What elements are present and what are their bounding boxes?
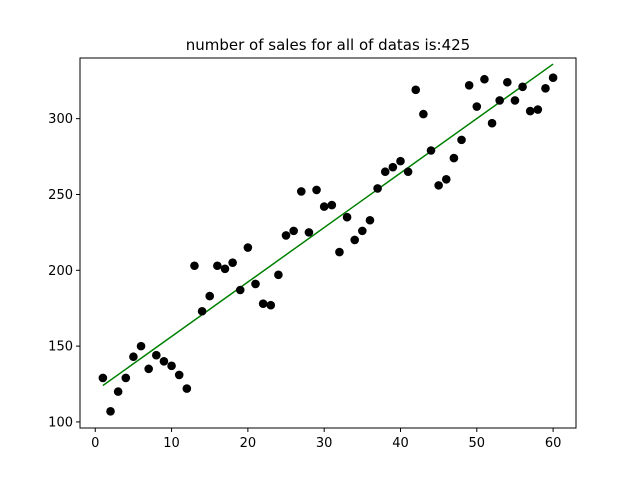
- x-tick-label: 0: [91, 436, 99, 451]
- data-point: [281, 231, 291, 240]
- data-point: [167, 361, 176, 371]
- data-point: [106, 407, 115, 416]
- data-point: [548, 73, 558, 83]
- data-point: [182, 384, 192, 393]
- data-point: [304, 228, 314, 237]
- data-point: [533, 105, 543, 114]
- data-point: [510, 96, 520, 105]
- ticks-layer: 0 10 20 30 40 50 60 100 150 200 250 300: [48, 112, 561, 451]
- data-point: [121, 373, 131, 383]
- data-point: [152, 350, 161, 360]
- data-point: [274, 270, 283, 280]
- data-point: [441, 175, 451, 184]
- data-point: [258, 299, 268, 308]
- data-point: [113, 387, 123, 396]
- data-point: [525, 106, 535, 116]
- data-point: [174, 370, 184, 380]
- x-tick-label: 10: [163, 436, 180, 451]
- data-point: [419, 109, 428, 119]
- data-point: [411, 85, 421, 95]
- y-tick-label: 200: [48, 264, 73, 279]
- data-point: [403, 167, 413, 177]
- data-point: [190, 261, 199, 271]
- x-tick-label: 50: [469, 436, 486, 451]
- data-point: [449, 153, 459, 163]
- x-tick-label: 60: [545, 436, 562, 451]
- data-point: [251, 279, 260, 289]
- data-point: [480, 74, 489, 84]
- data-point: [144, 364, 153, 374]
- data-point: [228, 258, 237, 268]
- data-point: [518, 82, 527, 92]
- data-point: [495, 96, 504, 105]
- data-point: [541, 84, 550, 93]
- data-point: [434, 181, 443, 190]
- data-point: [213, 261, 222, 271]
- data-point: [289, 226, 298, 236]
- data-point: [296, 187, 306, 196]
- y-tick-label: 100: [48, 415, 73, 430]
- data-point: [342, 212, 352, 222]
- data-point: [159, 356, 169, 366]
- data-point: [472, 102, 482, 111]
- data-point: [487, 118, 497, 128]
- x-tick-label: 40: [392, 436, 409, 451]
- data-point: [243, 243, 253, 252]
- x-tick-label: 20: [240, 436, 257, 451]
- data-point: [266, 300, 276, 310]
- data-point: [220, 264, 230, 274]
- data-point: [503, 77, 512, 87]
- x-tick-label: 30: [316, 436, 333, 451]
- data-point: [365, 215, 375, 225]
- y-tick-label: 250: [48, 188, 73, 203]
- data-point: [129, 352, 138, 362]
- data-point: [457, 135, 466, 145]
- data-point: [197, 306, 207, 316]
- y-tick-label: 150: [48, 340, 73, 355]
- plot-area-frame: [79, 57, 577, 429]
- data-point: [373, 184, 382, 193]
- data-point: [312, 185, 321, 195]
- data-point: [319, 202, 329, 211]
- points-layer: [98, 73, 558, 416]
- data-point: [327, 200, 337, 210]
- chart-title: number of sales for all of datas is:425: [186, 36, 470, 54]
- data-point: [205, 291, 215, 301]
- data-point: [235, 285, 245, 295]
- data-point: [396, 156, 405, 166]
- trendline: [102, 63, 554, 387]
- data-point: [335, 247, 344, 257]
- data-point: [136, 341, 146, 351]
- data-point: [98, 373, 108, 383]
- y-tick-label: 300: [48, 112, 73, 127]
- data-point: [388, 162, 398, 172]
- data-point: [350, 235, 360, 245]
- data-point: [464, 80, 474, 90]
- data-point: [380, 167, 390, 177]
- data-point: [426, 146, 436, 155]
- trendline-layer: [102, 63, 554, 387]
- data-point: [358, 226, 367, 236]
